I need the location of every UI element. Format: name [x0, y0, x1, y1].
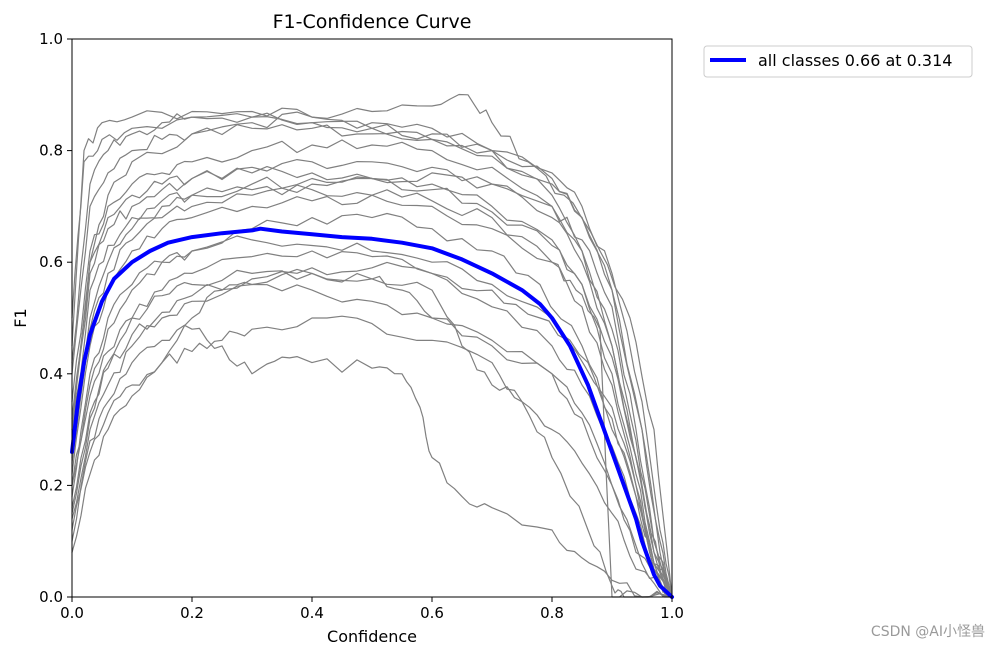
- y-tick-label: 0.4: [39, 365, 63, 383]
- y-axis-label: F1: [11, 308, 30, 327]
- x-tick-label: 0.0: [60, 604, 84, 622]
- class-curve: [71, 113, 673, 598]
- class-curve: [71, 124, 673, 598]
- y-tick-label: 0.8: [39, 142, 63, 160]
- class-curve: [71, 315, 673, 598]
- all-classes-curve-group: [70, 226, 674, 599]
- class-curve: [71, 159, 673, 598]
- x-tick-label: 0.2: [180, 604, 204, 622]
- plot-frame: [71, 38, 673, 598]
- class-curve: [71, 107, 673, 598]
- legend: all classes 0.66 at 0.314: [703, 45, 973, 78]
- watermark: CSDN @AI小怪兽: [870, 624, 985, 640]
- class-curve: [71, 139, 673, 598]
- class-curve: [71, 250, 673, 598]
- class-curve: [71, 269, 673, 598]
- legend-label-all-classes: all classes 0.66 at 0.314: [758, 51, 952, 70]
- class-curve: [71, 112, 673, 598]
- class-curve: [71, 261, 673, 598]
- chart-title: F1-Confidence Curve: [273, 11, 472, 33]
- x-axis-label: Confidence: [327, 627, 417, 646]
- x-tick-label: 0.4: [300, 604, 324, 622]
- y-tick-label: 1.0: [39, 30, 63, 48]
- class-curve: [71, 324, 673, 598]
- class-curve: [71, 166, 673, 598]
- class-curve: [71, 184, 673, 598]
- legend-box: [703, 45, 973, 78]
- x-tick-label: 0.8: [540, 604, 564, 622]
- x-axis-ticks: 0.0 0.2 0.4 0.6 0.8 1.0: [60, 597, 684, 622]
- x-tick-label: 1.0: [660, 604, 684, 622]
- class-curve: [71, 93, 673, 598]
- class-curve: [71, 281, 673, 598]
- class-curves: [71, 93, 673, 598]
- all-classes-curve: [70, 226, 674, 599]
- x-tick-label: 0.6: [420, 604, 444, 622]
- y-tick-label: 0.0: [39, 588, 63, 606]
- class-curve: [71, 212, 673, 598]
- y-tick-label: 0.2: [39, 476, 63, 494]
- class-curve: [71, 268, 673, 598]
- class-curve: [71, 235, 673, 598]
- y-tick-label: 0.6: [39, 253, 63, 271]
- y-axis-ticks: 0.0 0.2 0.4 0.6 0.8 1.0: [39, 30, 72, 606]
